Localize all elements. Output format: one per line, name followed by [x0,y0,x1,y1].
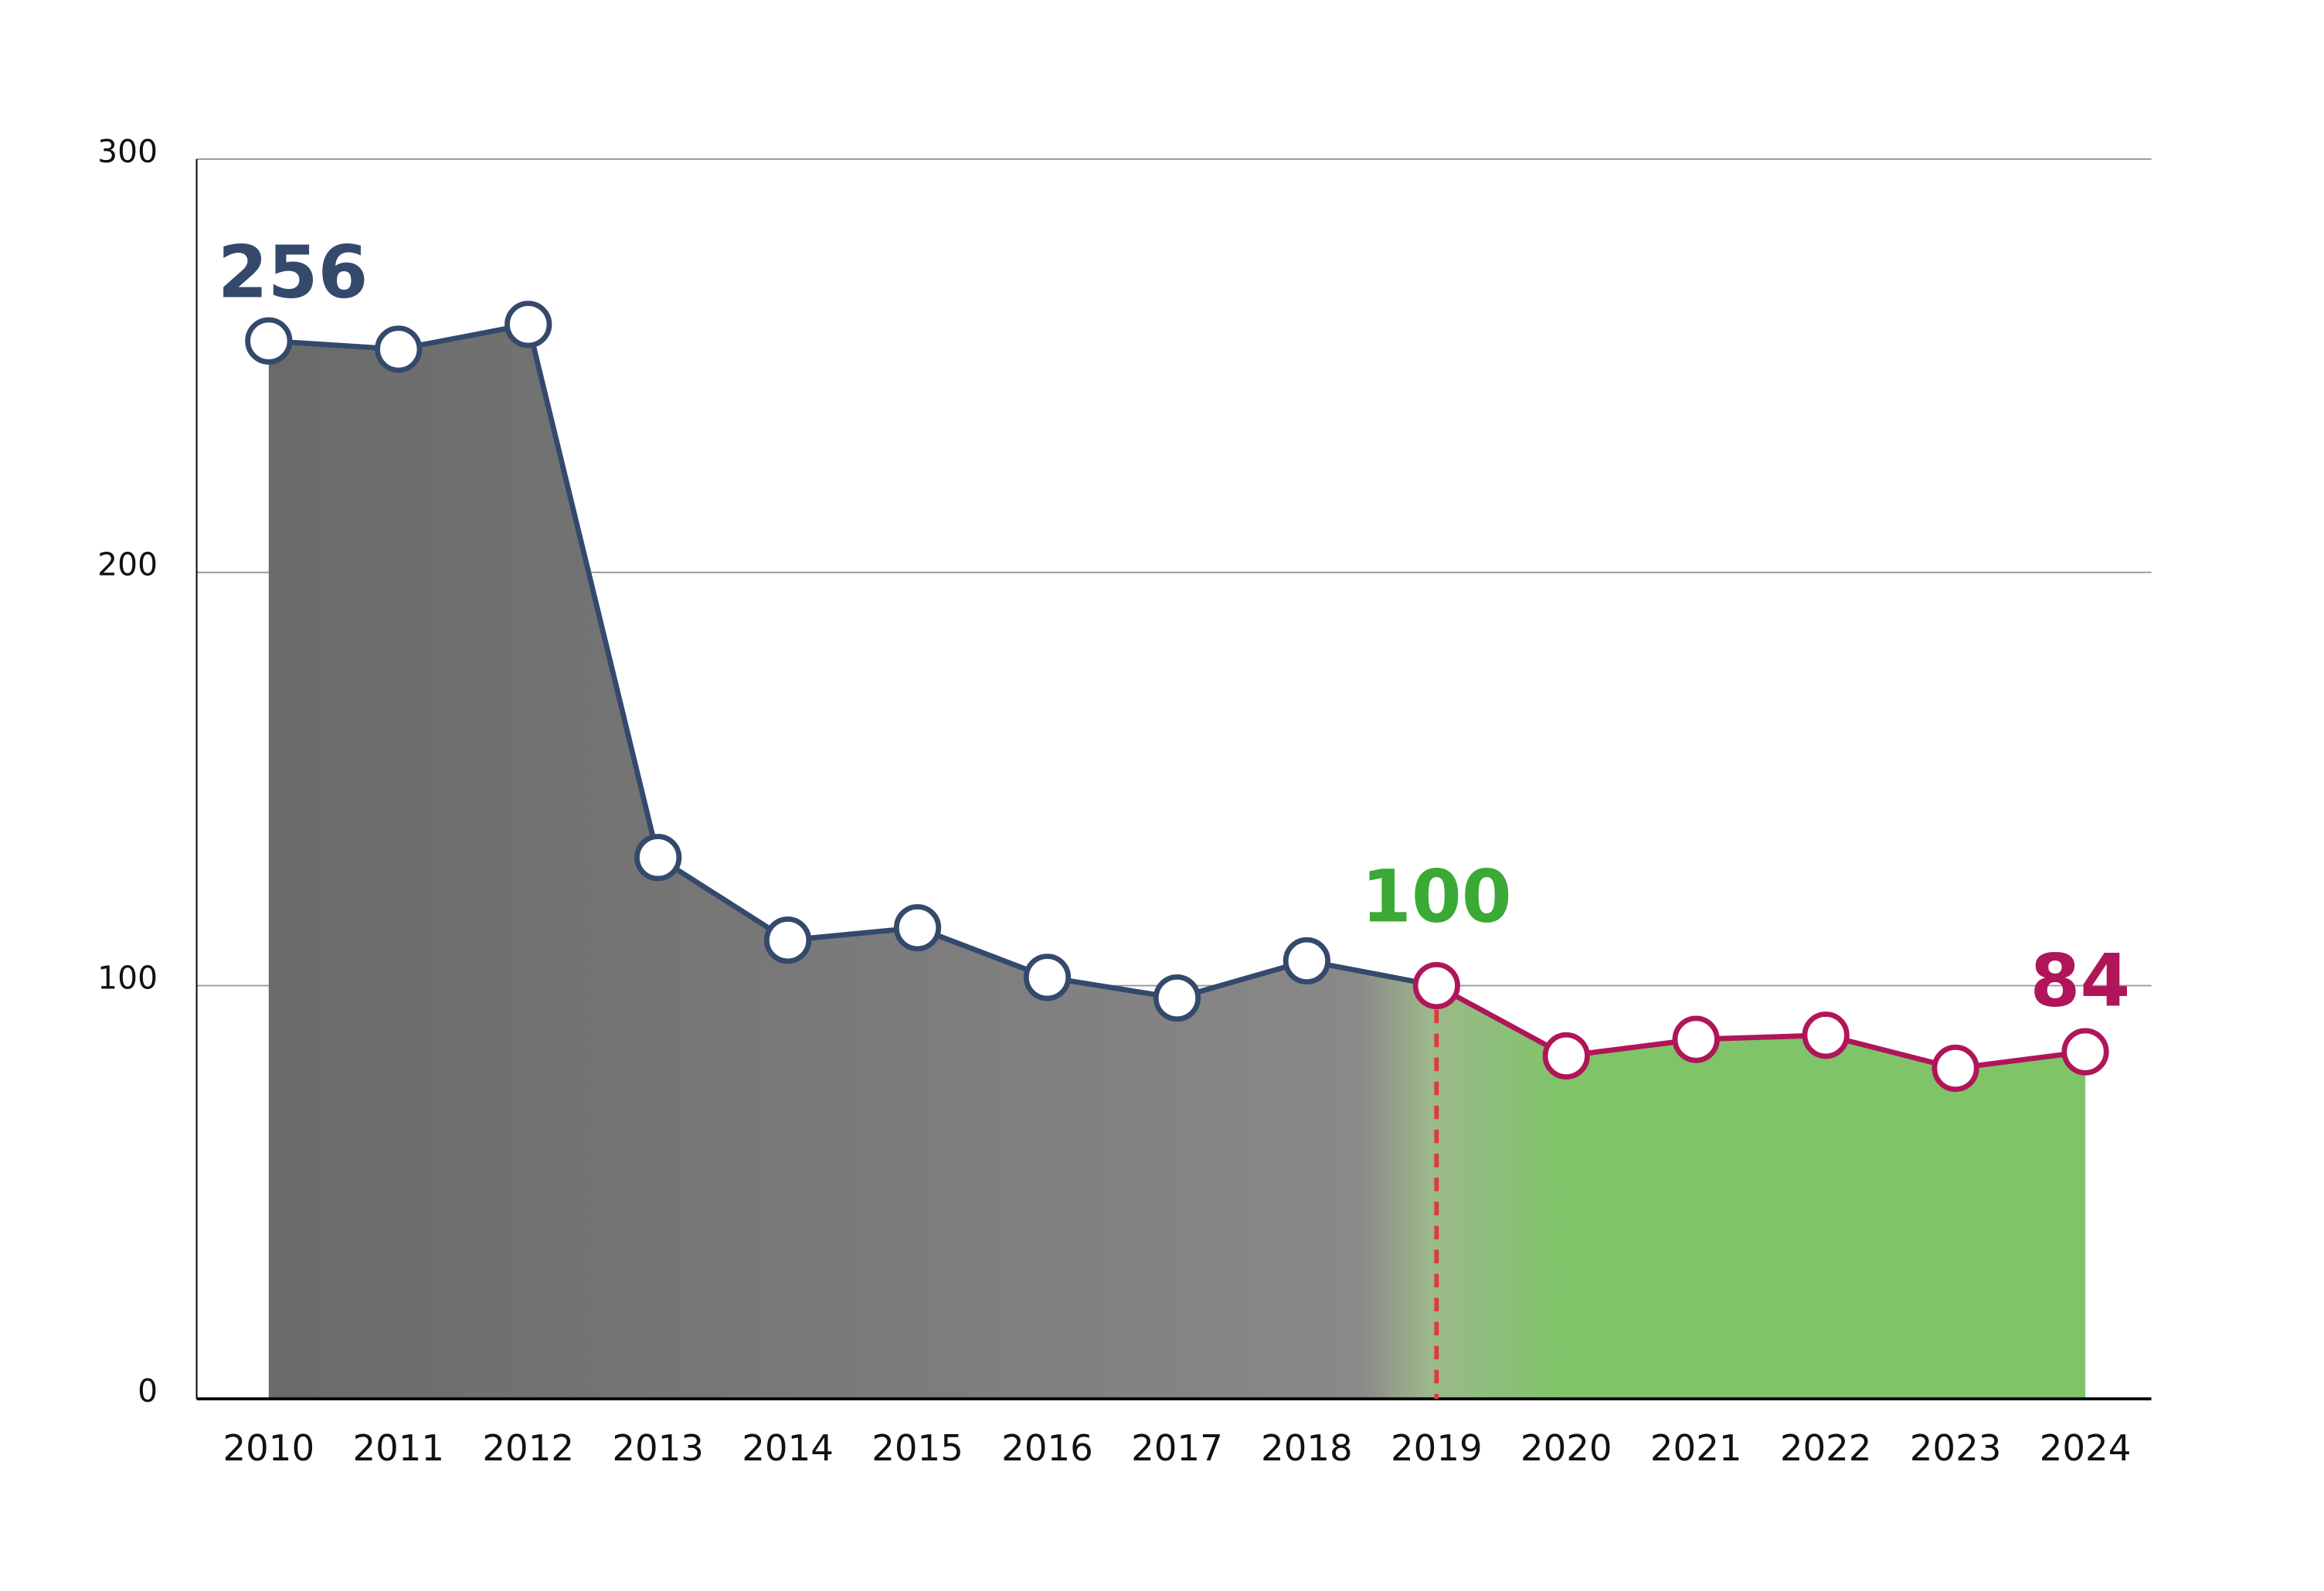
x-tick-label: 2022 [1780,1427,1872,1469]
data-point [1023,954,1072,1001]
x-tick-label: 2015 [872,1427,963,1469]
area-fill [268,324,2086,1399]
data-point [1153,974,1201,1022]
x-tick-labels: 2010 2011 2012 2013 2014 2015 2016 2017 2018 2019… [223,1427,2132,1469]
data-point [1802,1011,1850,1059]
x-tick-label: 2017 [1131,1427,1223,1469]
y-tick-label: 0 [138,1372,158,1409]
y-tick-label: 100 [97,959,158,996]
x-tick-label: 2019 [1391,1427,1483,1469]
x-tick-label: 2020 [1520,1427,1612,1469]
data-point [893,904,942,952]
x-tick-label: 2021 [1650,1427,1742,1469]
annotations: 256 100 84 [218,230,2131,1023]
data-point [634,834,682,882]
data-point [2061,1028,2109,1076]
data-point [763,916,812,964]
y-tick-label: 200 [97,546,158,583]
x-tick-label: 2012 [482,1427,574,1469]
x-tick-label: 2013 [612,1427,704,1469]
data-point [375,325,423,373]
data-point [1412,961,1460,1010]
area-path [268,324,2086,1399]
annotation-label: 256 [218,230,369,314]
y-tick-label: 300 [97,133,158,170]
x-tick-label: 2016 [1001,1427,1093,1469]
axes [195,158,2152,1401]
x-tick-label: 2014 [742,1427,834,1469]
x-tick-label: 2018 [1261,1427,1353,1469]
data-point [505,301,552,348]
y-tick-labels: 0 100 200 300 [97,133,158,1409]
x-tick-label: 2010 [223,1427,315,1469]
annotation-label: 100 [1361,855,1512,939]
data-point [1932,1044,1979,1093]
series-line-past [268,321,1437,1001]
annotation-label: 84 [2030,938,2131,1022]
x-tick-label: 2011 [352,1427,444,1469]
data-points [245,301,2109,1093]
data-point [245,317,293,365]
data-point [1542,1032,1590,1080]
data-point [1672,1015,1720,1063]
x-tick-label: 2023 [1910,1427,2002,1469]
data-point [1283,937,1330,985]
x-tick-label: 2024 [2040,1427,2132,1469]
